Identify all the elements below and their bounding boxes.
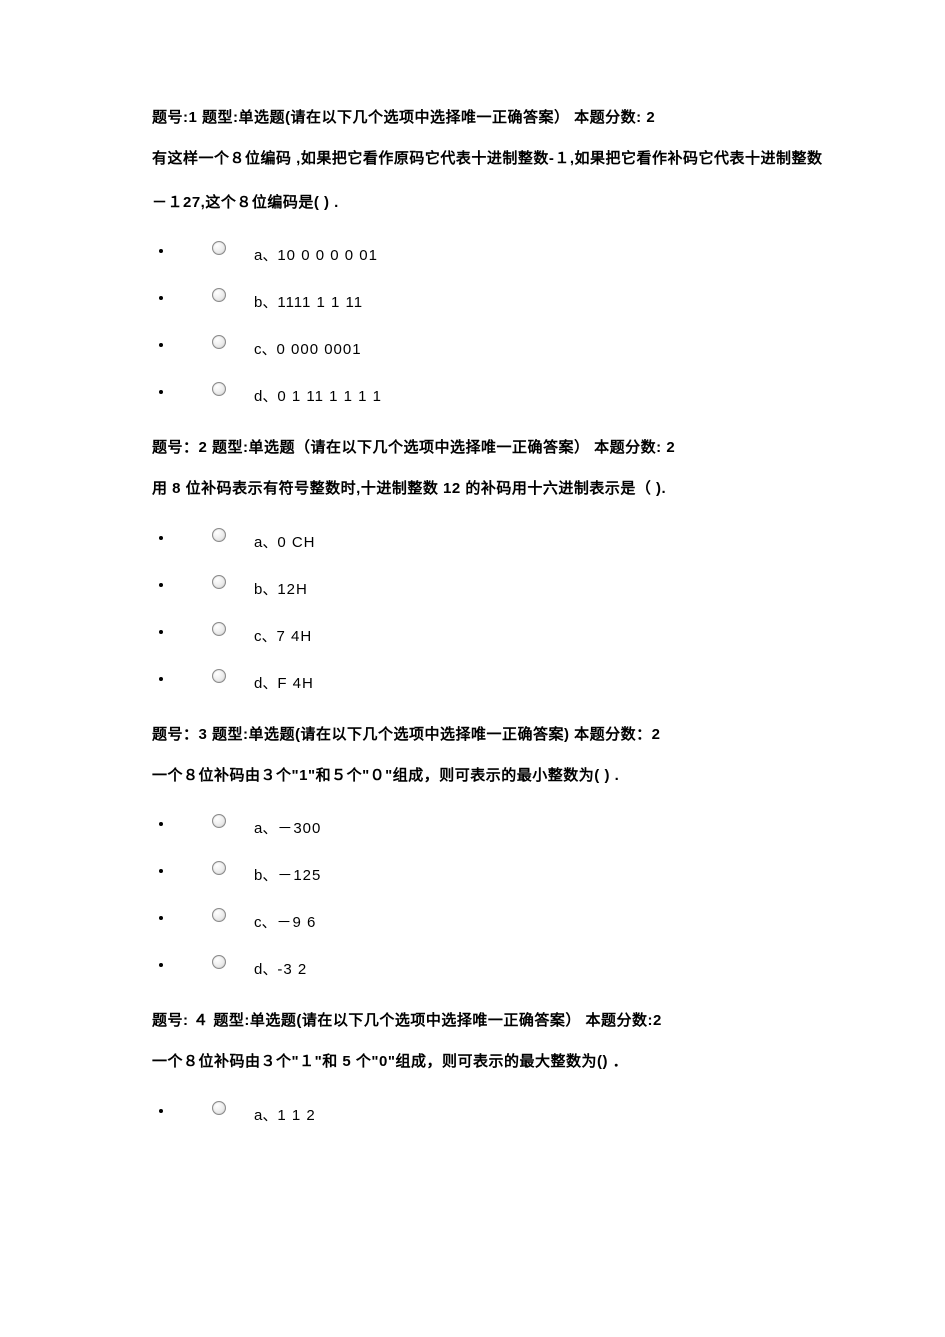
option-text: a、1 1 2: [254, 1107, 316, 1125]
option-text: b、12H: [254, 581, 308, 599]
option-text: c、0 000 0001: [254, 341, 362, 359]
list-item: b、1111 1 1 11: [174, 277, 832, 324]
radio-icon[interactable]: [212, 575, 226, 589]
question-body: 用 8 位补码表示有符号整数时,十进制整数 12 的补码用十六进制表示是（ ).: [152, 467, 832, 511]
options-list: a、1 1 2: [152, 1090, 832, 1137]
list-item: a、－300: [174, 803, 832, 850]
option-text: d、0 1 11 1 1 1 1: [254, 388, 382, 406]
list-item: a、0 CH: [174, 517, 832, 564]
options-list: a、0 CH b、12H c、7 4H d、F 4H: [152, 517, 832, 705]
list-item: d、F 4H: [174, 658, 832, 705]
radio-icon[interactable]: [212, 241, 226, 255]
radio-icon[interactable]: [212, 528, 226, 542]
radio-icon[interactable]: [212, 669, 226, 683]
radio-icon[interactable]: [212, 382, 226, 396]
list-item: a、10 0 0 0 0 01: [174, 230, 832, 277]
radio-icon[interactable]: [212, 335, 226, 349]
list-item: b、－125: [174, 850, 832, 897]
question-header: 题号: ４ 题型:单选题(请在以下几个选项中选择唯一正确答案） 本题分数:2: [152, 1001, 832, 1040]
option-text: a、10 0 0 0 0 01: [254, 247, 378, 265]
list-item: b、12H: [174, 564, 832, 611]
options-list: a、10 0 0 0 0 01 b、1111 1 1 11 c、0 000 00…: [152, 230, 832, 418]
radio-icon[interactable]: [212, 288, 226, 302]
list-item: c、7 4H: [174, 611, 832, 658]
list-item: c、0 000 0001: [174, 324, 832, 371]
question-body: 有这样一个８位编码 ,如果把它看作原码它代表十进制整数-１,如果把它看作补码它代…: [152, 137, 832, 224]
radio-icon[interactable]: [212, 908, 226, 922]
option-text: a、0 CH: [254, 534, 316, 552]
question-header: 题号：2 题型:单选题（请在以下几个选项中选择唯一正确答案） 本题分数: 2: [152, 428, 832, 467]
option-text: c、－9 6: [254, 914, 316, 932]
radio-icon[interactable]: [212, 861, 226, 875]
options-list: a、－300 b、－125 c、－9 6 d、-3 2: [152, 803, 832, 991]
option-text: b、－125: [254, 867, 321, 885]
list-item: d、0 1 11 1 1 1 1: [174, 371, 832, 418]
option-text: d、-3 2: [254, 961, 307, 979]
list-item: d、-3 2: [174, 944, 832, 991]
question-header: 题号：3 题型:单选题(请在以下几个选项中选择唯一正确答案) 本题分数：2: [152, 715, 832, 754]
option-text: c、7 4H: [254, 628, 312, 646]
radio-icon[interactable]: [212, 955, 226, 969]
question-body: 一个８位补码由３个"1"和５个"０"组成，则可表示的最小整数为( ) .: [152, 754, 832, 798]
list-item: c、－9 6: [174, 897, 832, 944]
option-text: b、1111 1 1 11: [254, 294, 363, 312]
list-item: a、1 1 2: [174, 1090, 832, 1137]
radio-icon[interactable]: [212, 1101, 226, 1115]
radio-icon[interactable]: [212, 622, 226, 636]
question-body: 一个８位补码由３个"１"和 5 个"0"组成，则可表示的最大整数为() ．: [152, 1040, 832, 1084]
option-text: d、F 4H: [254, 675, 314, 693]
radio-icon[interactable]: [212, 814, 226, 828]
question-header: 题号:1 题型:单选题(请在以下几个选项中选择唯一正确答案） 本题分数: 2: [152, 98, 832, 137]
option-text: a、－300: [254, 820, 321, 838]
exam-content: 题号:1 题型:单选题(请在以下几个选项中选择唯一正确答案） 本题分数: 2 有…: [152, 98, 832, 1137]
